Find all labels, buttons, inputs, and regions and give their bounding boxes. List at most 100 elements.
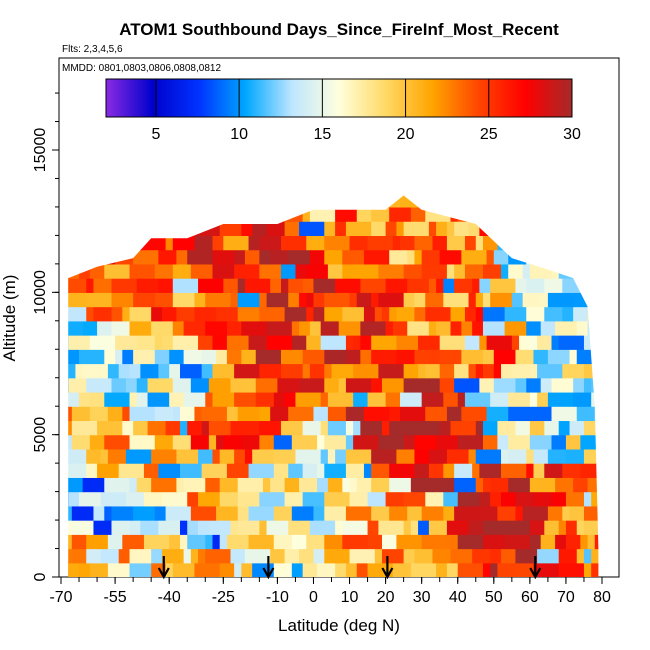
heatmap-cell xyxy=(327,477,343,493)
heatmap-cell xyxy=(591,548,599,564)
heatmap-cell xyxy=(511,363,531,379)
heatmap-cell xyxy=(378,434,405,450)
heatmap-cell xyxy=(234,448,246,464)
heatmap-cell xyxy=(320,195,347,208)
heatmap-cell xyxy=(544,221,553,236)
heatmap-cell xyxy=(309,520,336,535)
heatmap-cell xyxy=(573,292,592,308)
heatmap-cell xyxy=(378,363,405,379)
heatmap-cell xyxy=(526,249,542,265)
heatmap-cell xyxy=(508,406,535,422)
heatmap-cell xyxy=(360,278,387,293)
heatmap-cell xyxy=(428,463,444,478)
heatmap-cell xyxy=(526,306,545,322)
heatmap-cell xyxy=(234,249,246,265)
heatmap-cell xyxy=(288,278,304,293)
heatmap-cell xyxy=(270,278,282,293)
heatmap-cell xyxy=(446,448,470,464)
heatmap-cell xyxy=(403,363,419,379)
heatmap-cell xyxy=(324,235,351,251)
heatmap-cell xyxy=(324,463,347,478)
heatmap-cell xyxy=(446,263,455,279)
heatmap-cell xyxy=(403,434,416,450)
heatmap-cell xyxy=(306,263,329,279)
heatmap-cell xyxy=(598,562,599,577)
heatmap-cell xyxy=(71,406,91,422)
heatmap-cell xyxy=(497,505,517,521)
heatmap-cell xyxy=(490,278,517,293)
heatmap-cell xyxy=(129,263,156,279)
heatmap-cell xyxy=(68,377,87,393)
heatmap-cell xyxy=(291,335,307,350)
heatmap-cell xyxy=(486,335,513,350)
heatmap-cell xyxy=(226,406,239,422)
heatmap-cell xyxy=(299,195,322,208)
heatmap-cell xyxy=(115,249,134,265)
x-tick-label: 20 xyxy=(377,589,395,606)
heatmap-cell xyxy=(475,448,502,464)
heatmap-cell xyxy=(583,548,592,564)
heatmap-cell xyxy=(591,391,599,407)
heatmap-cell xyxy=(537,363,563,379)
heatmap-cell xyxy=(165,562,174,577)
heatmap-cell xyxy=(266,206,282,222)
heatmap-cell xyxy=(396,335,419,350)
heatmap-cell xyxy=(180,534,188,550)
heatmap-cell xyxy=(161,306,178,322)
heatmap-cell xyxy=(111,292,134,308)
heatmap-cell xyxy=(479,335,488,350)
heatmap-cell xyxy=(583,520,599,535)
heatmap-cell xyxy=(89,391,105,407)
heatmap-cell xyxy=(454,363,470,379)
heatmap-cell xyxy=(68,249,80,265)
heatmap-cell xyxy=(504,534,531,550)
heatmap-cell xyxy=(508,448,527,464)
profile-arrow-head xyxy=(262,567,275,580)
heatmap-cell xyxy=(580,206,589,222)
heatmap-cell xyxy=(407,278,430,293)
x-tick-label: 0 xyxy=(309,589,318,606)
heatmap-cell xyxy=(302,491,325,507)
heatmap-cell xyxy=(497,195,513,208)
heatmap-cell xyxy=(313,406,329,422)
heatmap-cell xyxy=(371,377,383,393)
heatmap-cell xyxy=(432,235,448,251)
colorbar-tick-label: 30 xyxy=(563,126,581,143)
heatmap-cell xyxy=(129,320,152,336)
heatmap-cell xyxy=(71,434,91,450)
heatmap-cell xyxy=(529,520,545,535)
heatmap-cell xyxy=(367,534,383,550)
heatmap-cell xyxy=(371,448,398,464)
heatmap-cell xyxy=(71,221,95,236)
heatmap-cell xyxy=(118,463,145,478)
heatmap-cell xyxy=(573,477,589,493)
heatmap-cell xyxy=(183,391,206,407)
heatmap-cell xyxy=(522,292,542,308)
heatmap-cell xyxy=(493,377,517,393)
heatmap-cell xyxy=(515,562,535,577)
heatmap-cell xyxy=(468,292,477,308)
heatmap-cell xyxy=(154,505,167,521)
heatmap-cell xyxy=(342,534,369,550)
heatmap-cell xyxy=(389,406,401,422)
heatmap-cell xyxy=(194,406,203,422)
heatmap-cell xyxy=(562,306,574,322)
heatmap-cell xyxy=(273,195,282,208)
heatmap-cell xyxy=(504,320,527,336)
heatmap-cell xyxy=(226,320,242,336)
heatmap-cell xyxy=(501,548,517,564)
heatmap-cell xyxy=(464,235,477,251)
heatmap-cell xyxy=(136,377,149,393)
heatmap-cell xyxy=(544,520,560,535)
heatmap-cell xyxy=(482,562,491,577)
heatmap-cell xyxy=(248,195,275,208)
heatmap-cell xyxy=(583,335,599,350)
heatmap-cell xyxy=(403,491,426,507)
heatmap-cell xyxy=(187,420,203,436)
heatmap-cell xyxy=(244,206,257,222)
heatmap-cell xyxy=(241,320,268,336)
heatmap-cell xyxy=(212,391,235,407)
profile-arrow-head xyxy=(157,567,170,580)
heatmap-cell xyxy=(457,534,484,550)
heatmap-cell xyxy=(79,206,105,222)
